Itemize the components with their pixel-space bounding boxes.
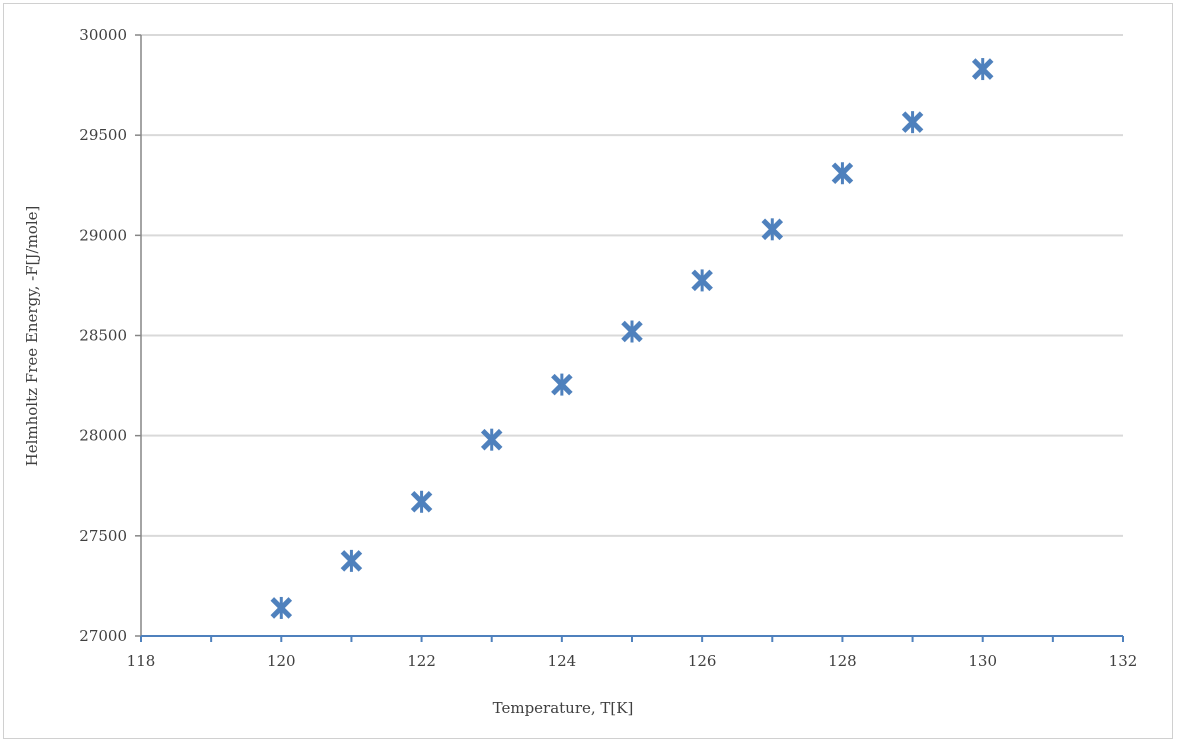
data-point (901, 111, 924, 134)
data-points (270, 58, 994, 619)
data-point (971, 58, 994, 81)
x-tick-label: 118 (127, 652, 156, 670)
data-point (270, 596, 293, 619)
y-tick-label: 30000 (79, 26, 127, 44)
axes (135, 34, 1124, 642)
y-tick-label: 28500 (79, 327, 127, 345)
data-point (340, 549, 363, 572)
data-point (691, 269, 713, 292)
y-tick-label: 27000 (79, 627, 127, 645)
x-tick-label: 124 (548, 652, 577, 670)
data-point (551, 373, 573, 396)
grid-lines (141, 34, 1123, 537)
x-tick-label: 128 (828, 652, 857, 670)
data-point (761, 218, 784, 241)
x-tick-label: 132 (1109, 652, 1138, 670)
y-axis-title: Helmholtz Free Energy, -F[J/mole] (23, 206, 41, 467)
data-point (410, 490, 433, 513)
y-tick-label: 29500 (79, 126, 127, 144)
x-axis-title: Temperature, T[K] (493, 699, 634, 717)
data-point (621, 320, 643, 343)
x-tick-label: 126 (688, 652, 717, 670)
y-tick-label: 28000 (79, 427, 127, 445)
x-tick-label: 130 (968, 652, 997, 670)
chart-frame (3, 3, 1173, 739)
data-point (480, 428, 503, 451)
y-tick-label: 29000 (79, 226, 127, 244)
y-tick-label: 27500 (79, 527, 127, 545)
x-tick-label: 122 (407, 652, 436, 670)
y-tick-labels: 27000 27500 28000 28500 29000 29500 30000 (79, 26, 127, 645)
x-tick-labels: 118 120 122 124 126 128 130 132 (127, 652, 1138, 670)
data-point (831, 162, 854, 185)
x-tick-label: 120 (267, 652, 296, 670)
